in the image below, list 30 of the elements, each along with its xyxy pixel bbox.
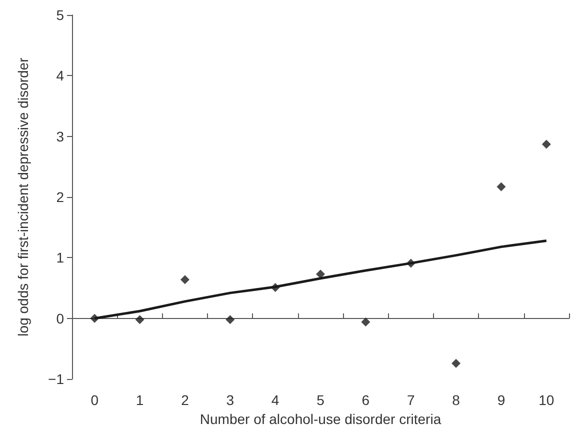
point [226, 315, 235, 324]
y-tick-label: 2 [56, 189, 64, 206]
y-tick-label: 1 [56, 250, 64, 266]
point [496, 182, 506, 192]
x-tick-label: 10 [538, 392, 554, 408]
x-tick-label: 8 [452, 392, 460, 408]
y-axis-title: log odds for first-incident depressive disorder [15, 57, 31, 336]
x-tick-label: 1 [136, 392, 144, 408]
x-axis-title: Number of alcohol-use disorder criteria [200, 411, 442, 427]
x-tick-label: 0 [90, 392, 99, 408]
y-tick-label: −1 [48, 371, 64, 388]
y-tick-label: 4 [56, 68, 64, 84]
x-tick-label: 3 [226, 392, 234, 408]
point [90, 314, 100, 323]
point [270, 282, 280, 292]
x-tick-label: 2 [181, 392, 190, 408]
x-tick-label: 4 [271, 392, 280, 408]
point [406, 258, 416, 268]
x-tick-label: 6 [362, 392, 370, 408]
point [542, 140, 551, 149]
x-tick-label: 5 [316, 392, 325, 408]
y-tick-label: 5 [56, 7, 64, 23]
y-tick-label: 0 [56, 310, 64, 326]
point [180, 275, 190, 284]
x-tick-label: 7 [406, 392, 415, 408]
point [361, 318, 370, 327]
x-tick-label: 9 [497, 392, 506, 408]
point [452, 358, 461, 368]
point [135, 315, 144, 324]
y-tick-label: 3 [56, 128, 64, 144]
